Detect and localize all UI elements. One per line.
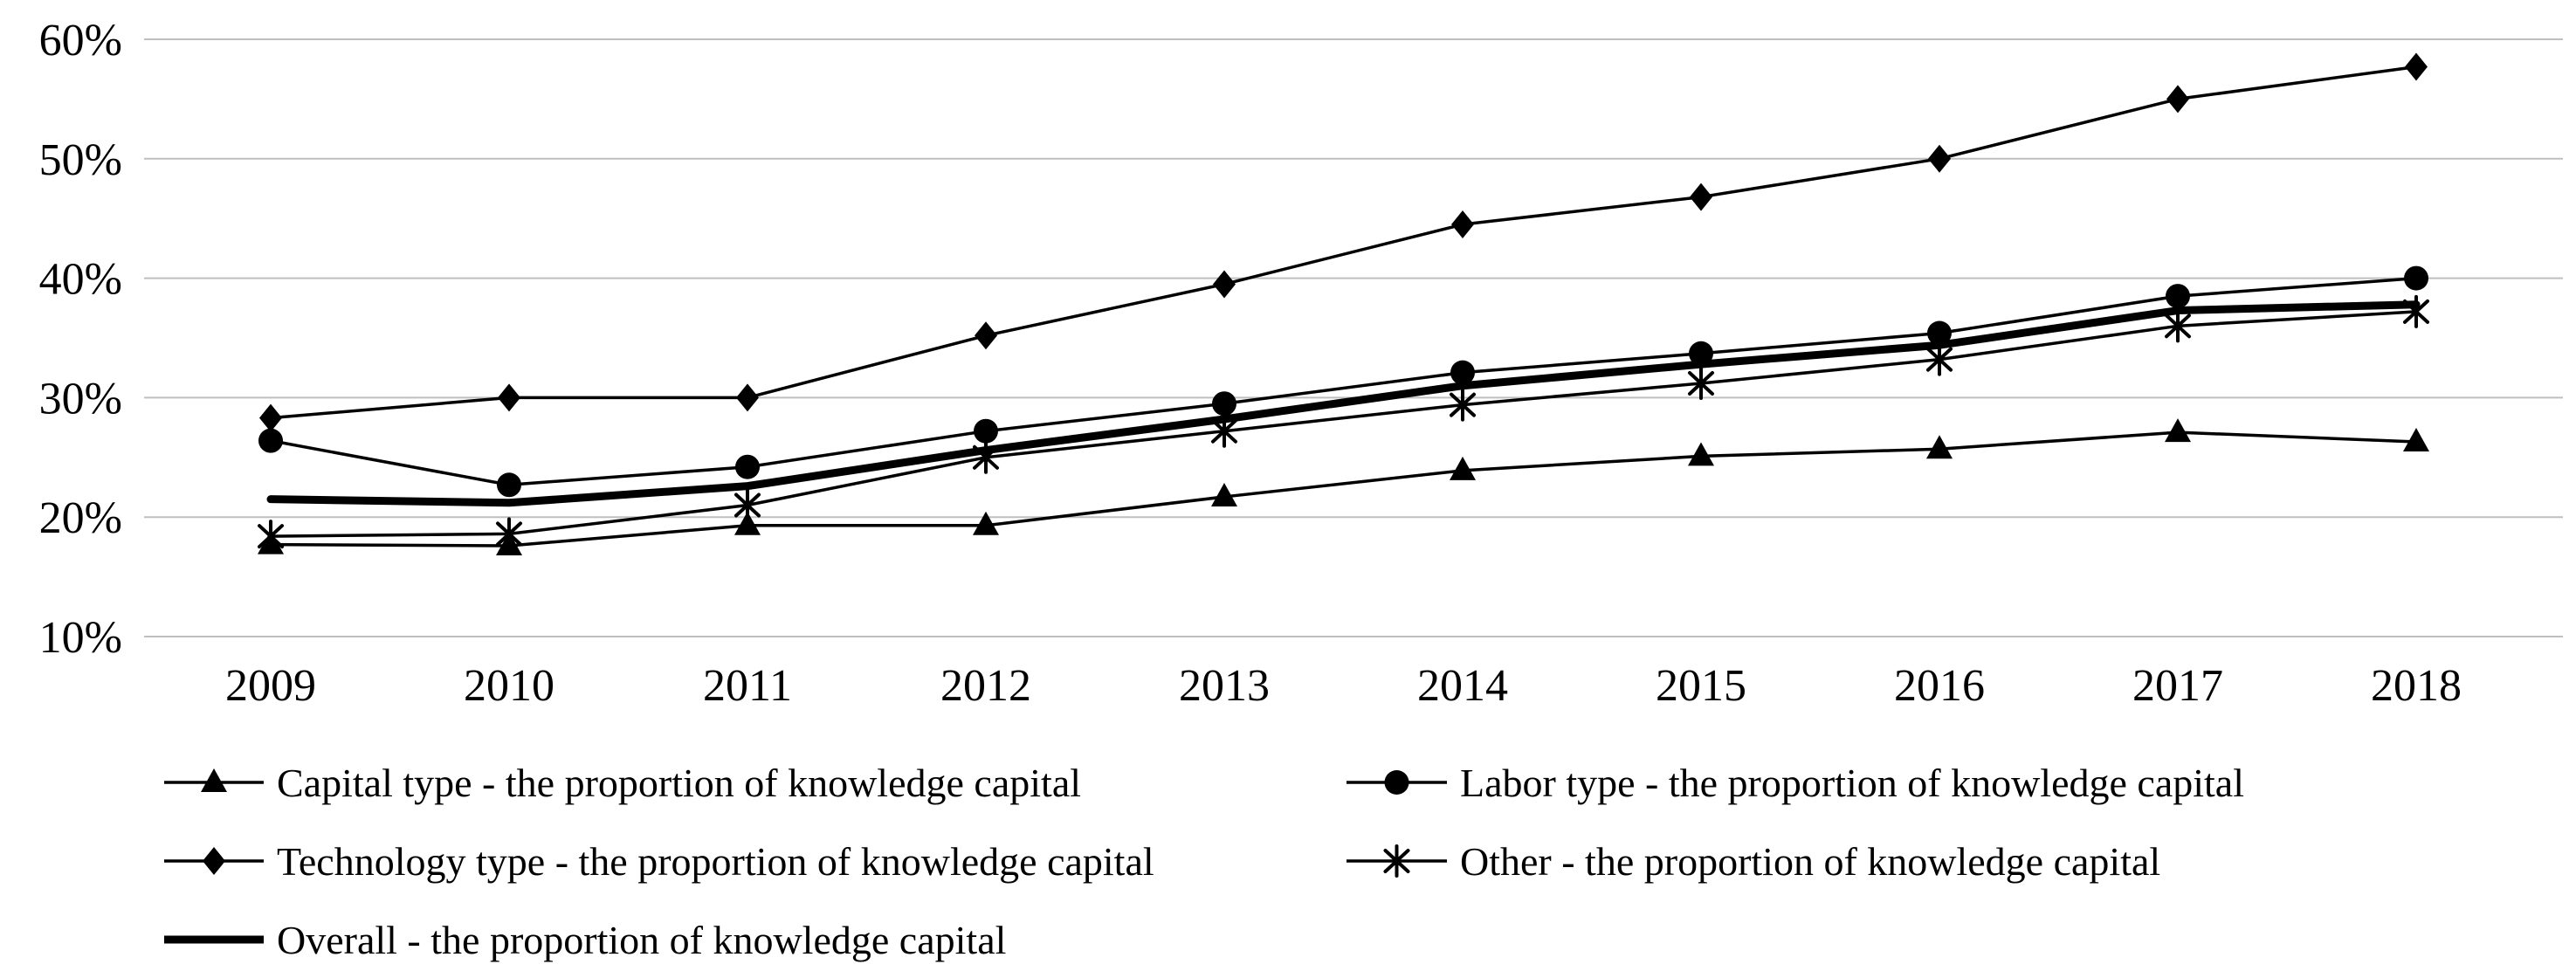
legend-label: Labor type - the proportion of knowledge… <box>1460 761 2244 805</box>
asterisk-stroke <box>2165 313 2191 339</box>
diamond-marker <box>975 321 997 350</box>
triangle-marker <box>201 768 227 792</box>
asterisk-stroke <box>258 524 284 549</box>
diamond-marker <box>498 383 520 412</box>
triangle-marker <box>1211 482 1237 506</box>
x-tick-label: 2015 <box>1656 661 1746 711</box>
series-layer <box>266 65 2421 548</box>
legend-label: Capital type - the proportion of knowled… <box>277 761 1081 805</box>
y-tick-label: 40% <box>39 255 122 305</box>
x-tick-label: 2014 <box>1417 661 1508 711</box>
triangle-marker <box>1926 435 1953 459</box>
triangle-marker <box>973 511 999 535</box>
circle-marker <box>497 472 521 498</box>
legend-item: Labor type - the proportion of knowledge… <box>1347 761 2244 805</box>
diamond-marker <box>2405 52 2428 81</box>
diamond-marker <box>736 383 759 412</box>
circle-marker <box>735 454 760 479</box>
asterisk-marker <box>1383 844 1410 878</box>
diamond-marker <box>1928 144 1951 173</box>
x-tick-label: 2013 <box>1179 661 1270 711</box>
triangle-marker <box>734 511 761 535</box>
asterisk-stroke <box>1450 392 1476 417</box>
asterisk-stroke <box>1688 370 1714 396</box>
asterisk-marker <box>1450 388 1476 422</box>
legend-label: Other - the proportion of knowledge capi… <box>1460 839 2160 884</box>
triangle-marker <box>1688 442 1714 466</box>
circle-marker <box>1384 770 1409 795</box>
triangle-marker <box>2165 418 2191 443</box>
x-tick-label: 2017 <box>2132 661 2223 711</box>
x-axis-labels: 2009 2010 2011 2012 2013 2014 2015 2016 2017 2018 <box>225 661 2462 711</box>
diamond-marker <box>1451 210 1474 239</box>
diamond-marker <box>203 847 225 875</box>
circle-marker <box>258 428 283 453</box>
asterisk-marker <box>734 488 761 522</box>
asterisk-marker <box>973 440 999 474</box>
circle-marker <box>2166 284 2190 309</box>
legend-item: Technology type - the proportion of know… <box>164 839 1154 884</box>
legend-label: Overall - the proportion of knowledge ca… <box>277 918 1006 962</box>
x-tick-label: 2012 <box>940 661 1031 711</box>
circle-marker <box>2404 265 2428 291</box>
asterisk-stroke <box>1926 347 1953 372</box>
circle-marker <box>1450 360 1475 385</box>
series-line <box>269 310 2418 538</box>
asterisk-stroke <box>1383 849 1410 873</box>
y-tick-label: 60% <box>39 16 122 65</box>
asterisk-marker <box>1211 414 1237 448</box>
triangle-marker <box>2403 428 2429 452</box>
legend-label: Technology type - the proportion of know… <box>277 839 1154 884</box>
legend: Capital type - the proportion of knowled… <box>164 761 2244 962</box>
series-line <box>269 65 2418 420</box>
y-tick-label: 30% <box>39 374 122 424</box>
y-tick-label: 50% <box>39 135 122 185</box>
series-line <box>269 276 2418 487</box>
x-tick-label: 2018 <box>2371 661 2462 711</box>
series-line <box>269 430 2418 548</box>
circle-marker <box>1689 341 1713 366</box>
asterisk-marker <box>2165 309 2191 343</box>
diamond-marker <box>259 403 282 432</box>
diamond-marker <box>1690 183 1712 211</box>
asterisk-marker <box>496 517 522 551</box>
series-line <box>266 300 2421 507</box>
circle-marker <box>974 418 998 444</box>
marker-layer <box>258 52 2429 556</box>
asterisk-marker <box>1688 366 1714 400</box>
legend-item: Capital type - the proportion of knowled… <box>164 761 1081 805</box>
asterisk-marker <box>2403 294 2429 328</box>
y-tick-label: 20% <box>39 493 122 543</box>
x-tick-label: 2009 <box>225 661 316 711</box>
asterisk-stroke <box>973 444 999 470</box>
x-tick-label: 2011 <box>703 661 792 711</box>
triangle-marker <box>1450 456 1476 480</box>
asterisk-marker <box>258 520 284 554</box>
asterisk-marker <box>1926 342 1953 376</box>
x-tick-label: 2016 <box>1894 661 1985 711</box>
legend-item: Overall - the proportion of knowledge ca… <box>164 918 1006 962</box>
circle-marker <box>1927 320 1952 346</box>
circle-marker <box>1212 391 1236 417</box>
x-tick-label: 2010 <box>464 661 554 711</box>
diamond-marker <box>1213 270 1236 299</box>
y-axis-labels: 10% 20% 30% 40% 50% 60% <box>39 16 122 663</box>
asterisk-stroke <box>2403 299 2429 324</box>
asterisk-stroke <box>496 521 522 547</box>
asterisk-stroke <box>734 492 761 518</box>
y-tick-label: 10% <box>39 613 122 663</box>
asterisk-stroke <box>1211 418 1237 444</box>
diamond-marker <box>2166 85 2189 114</box>
legend-item: Other - the proportion of knowledge capi… <box>1347 839 2160 884</box>
